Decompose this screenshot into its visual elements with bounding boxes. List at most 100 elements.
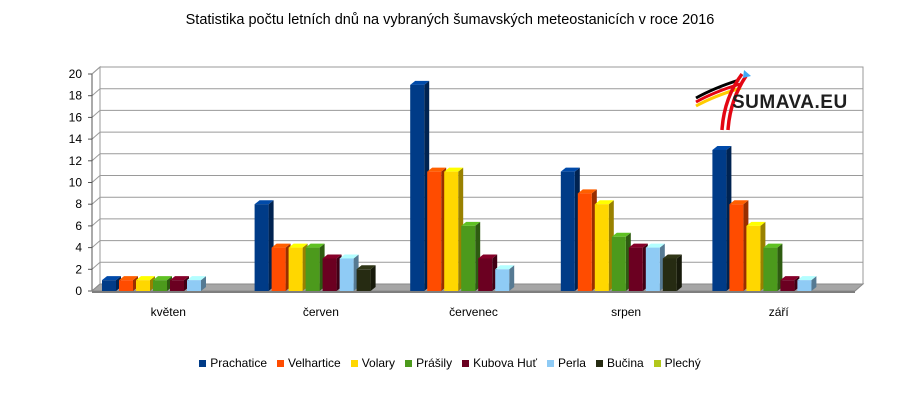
bar-top bbox=[322, 254, 342, 259]
bar-top bbox=[305, 243, 325, 248]
bar-top bbox=[356, 265, 376, 270]
x-tick-label: červenec bbox=[449, 305, 498, 319]
bar-Perla-květen bbox=[187, 276, 206, 291]
bar-Bučina-srpen bbox=[662, 254, 682, 291]
bar-top bbox=[271, 243, 291, 248]
grid-line-depth bbox=[91, 66, 101, 75]
bar-top bbox=[594, 200, 614, 205]
bar-Prášily-září bbox=[763, 243, 783, 291]
bar-front bbox=[797, 280, 812, 291]
bar-top bbox=[254, 200, 274, 205]
bar-front bbox=[729, 204, 744, 291]
legend-item: Plechý bbox=[653, 356, 701, 370]
grid-line-depth bbox=[91, 88, 101, 97]
bar-top bbox=[102, 276, 121, 281]
bar-front bbox=[444, 171, 459, 291]
bar-Perla-červenec bbox=[495, 265, 515, 291]
bar-side bbox=[811, 276, 817, 291]
bar-top bbox=[478, 254, 498, 259]
bar-Kubova Huť-srpen bbox=[628, 243, 648, 291]
x-tick-label: červen bbox=[303, 305, 339, 319]
legend-label: Prachatice bbox=[210, 356, 267, 370]
bar-front bbox=[628, 247, 643, 291]
bar-Volary-květen bbox=[136, 276, 155, 291]
legend-label: Kubova Huť bbox=[473, 356, 537, 370]
y-tick-label: 18 bbox=[69, 89, 83, 103]
grid-line-depth bbox=[91, 153, 101, 162]
legend-swatch bbox=[546, 359, 554, 367]
y-tick-label: 14 bbox=[69, 132, 83, 146]
grid-line-depth bbox=[91, 175, 101, 183]
y-tick-label: 0 bbox=[75, 284, 82, 298]
y-tick-label: 6 bbox=[75, 219, 82, 233]
legend-item: Velhartice bbox=[277, 356, 341, 370]
bar-Velhartice-září bbox=[729, 200, 749, 291]
bar-Volary-červenec bbox=[444, 167, 464, 291]
legend-swatch bbox=[350, 359, 358, 367]
bar-Velhartice-červen bbox=[271, 243, 291, 291]
bar-front bbox=[478, 258, 493, 291]
y-tick-label: 12 bbox=[69, 154, 83, 168]
bar-front bbox=[611, 236, 626, 291]
bar-top bbox=[410, 80, 430, 85]
y-tick-label: 4 bbox=[75, 241, 82, 255]
bar-front bbox=[577, 193, 592, 291]
bar-front bbox=[288, 247, 303, 291]
bar-front bbox=[339, 258, 354, 291]
x-tick-label: srpen bbox=[611, 305, 641, 319]
bar-front bbox=[170, 280, 184, 291]
bar-front bbox=[427, 171, 442, 291]
bar-Prášily-srpen bbox=[611, 232, 631, 291]
bar-front bbox=[461, 225, 476, 291]
bar-side bbox=[777, 243, 783, 291]
bar-top bbox=[288, 243, 308, 248]
bar-front bbox=[254, 204, 269, 291]
x-tick-label: září bbox=[769, 305, 790, 319]
bar-front bbox=[763, 247, 778, 291]
bar-top bbox=[645, 243, 665, 248]
bar-top bbox=[136, 276, 155, 281]
legend-item: Prachatice bbox=[199, 356, 267, 370]
bar-Velhartice-květen bbox=[119, 276, 138, 291]
y-tick-label: 16 bbox=[69, 110, 83, 124]
legend-label: Plechý bbox=[664, 356, 701, 370]
bar-top bbox=[187, 276, 206, 281]
legend-label: Perla bbox=[557, 356, 586, 370]
grid-line-depth bbox=[91, 240, 101, 248]
bar-Volary-červen bbox=[288, 243, 308, 291]
bar-Prachatice-září bbox=[712, 145, 732, 291]
chart-title: Statistika počtu letních dnů na vybranýc… bbox=[185, 12, 715, 28]
bar-front bbox=[356, 269, 371, 291]
bar-top bbox=[797, 276, 817, 281]
bar-Prachatice-červen bbox=[254, 200, 274, 291]
bar-Volary-září bbox=[746, 221, 766, 291]
grid-line-depth bbox=[91, 261, 101, 270]
legend-item: Volary bbox=[350, 356, 395, 370]
legend-item: Kubova Huť bbox=[462, 356, 537, 370]
bar-top bbox=[119, 276, 138, 281]
y-tick-label: 10 bbox=[69, 176, 83, 190]
bar-top bbox=[712, 145, 732, 150]
bar-top bbox=[746, 221, 766, 226]
bar-top bbox=[495, 265, 515, 270]
bar-top bbox=[577, 189, 597, 194]
legend-item: Prášily bbox=[405, 356, 452, 370]
bar-Velhartice-srpen bbox=[577, 189, 597, 291]
bar-Perla-září bbox=[797, 276, 817, 291]
bar-front bbox=[645, 247, 660, 291]
legend-swatch bbox=[277, 359, 284, 367]
bar-Bučina-červen bbox=[356, 265, 376, 291]
bar-Prachatice-květen bbox=[102, 276, 121, 291]
bar-front bbox=[746, 225, 761, 291]
bar-top bbox=[662, 254, 682, 259]
bar-front bbox=[780, 280, 795, 291]
chart-floor-edge bbox=[92, 291, 855, 293]
legend-swatch bbox=[405, 359, 413, 367]
bar-front bbox=[594, 204, 609, 291]
bar-Prášily-červenec bbox=[461, 221, 481, 291]
x-tick-label: květen bbox=[151, 305, 186, 319]
bar-side bbox=[676, 254, 682, 291]
legend-item: Perla bbox=[546, 356, 586, 370]
legend-label: Velhartice bbox=[288, 356, 341, 370]
